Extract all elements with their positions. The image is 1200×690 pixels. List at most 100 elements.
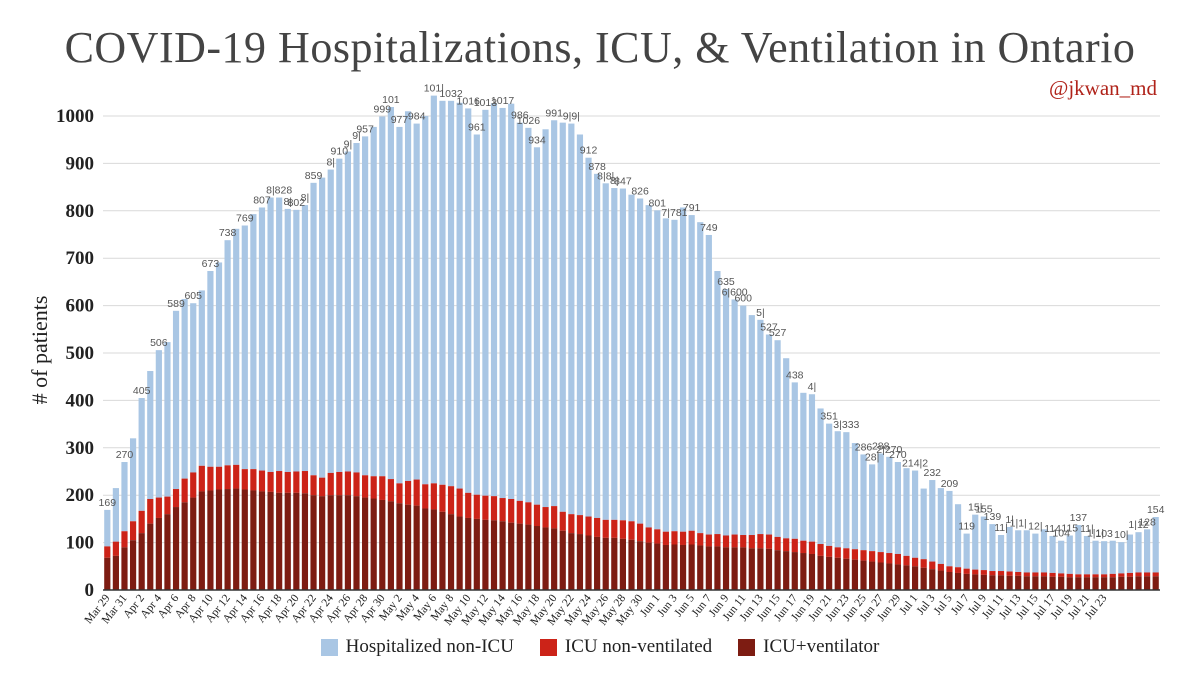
- bar-value-label: 1032: [439, 88, 463, 100]
- bar-icu-non-ventilated: [602, 519, 609, 538]
- bar-value-label: 9|: [352, 130, 361, 142]
- bar-hospitalized-non-icu: [508, 103, 515, 499]
- bar-hospitalized-non-icu: [722, 289, 730, 536]
- bar-hospitalized-non-icu: [104, 509, 111, 547]
- bar-hospitalized-non-icu: [851, 443, 859, 550]
- bar-icu-non-ventilated: [576, 515, 584, 535]
- bar-icu-non-ventilated: [869, 551, 876, 562]
- bar-icu-non-ventilated: [258, 470, 266, 492]
- y-tick-label: 100: [66, 533, 95, 554]
- bar-hospitalized-non-icu: [559, 122, 566, 512]
- bar-hospitalized-non-icu: [894, 462, 901, 554]
- bar-hospitalized-non-icu: [697, 222, 704, 534]
- bar-value-label: 878: [588, 161, 606, 173]
- bar-value-label: 11|: [994, 522, 1008, 534]
- bar-icu-ventilator: [284, 492, 291, 590]
- bar-icu-ventilator: [258, 491, 266, 590]
- bar-icu-ventilator: [946, 571, 953, 590]
- bar-icu-ventilator: [1144, 576, 1151, 590]
- y-tick-label: 300: [66, 438, 95, 459]
- bar-value-label: 288: [872, 440, 890, 452]
- bar-icu-ventilator: [628, 539, 635, 590]
- bar-icu-ventilator: [293, 492, 300, 590]
- bar-icu-non-ventilated: [1083, 574, 1091, 578]
- bar-icu-ventilator: [439, 511, 446, 590]
- bar-icu-non-ventilated: [903, 555, 910, 566]
- bar-hospitalized-non-icu: [834, 431, 841, 548]
- bar-icu-non-ventilated: [791, 538, 798, 553]
- bar-icu-non-ventilated: [362, 475, 369, 498]
- bar-icu-non-ventilated: [129, 521, 137, 541]
- bar-hospitalized-non-icu: [319, 177, 326, 478]
- bar-icu-non-ventilated: [533, 504, 541, 527]
- y-tick-label: 700: [66, 248, 95, 269]
- bar-icu-non-ventilated: [722, 535, 730, 548]
- bar-icu-ventilator: [129, 540, 137, 590]
- bar-icu-ventilator: [636, 541, 644, 590]
- bar-icu-non-ventilated: [327, 472, 334, 496]
- bar-hospitalized-non-icu: [671, 219, 678, 532]
- bar-hospitalized-non-icu: [1109, 540, 1116, 574]
- bar-value-label: 1|1|: [1087, 528, 1104, 540]
- bar-icu-ventilator: [1109, 577, 1116, 590]
- bar-value-label: 169: [99, 497, 117, 509]
- bar-hospitalized-non-icu: [121, 462, 128, 532]
- bar-icu-ventilator: [602, 537, 609, 590]
- bar-value-label: 8|: [326, 157, 335, 169]
- bar-icu-ventilator: [843, 558, 850, 590]
- bar-hospitalized-non-icu: [413, 123, 420, 480]
- bar-hospitalized-non-icu: [379, 116, 386, 477]
- bar-icu-ventilator: [164, 514, 171, 590]
- bar-icu-non-ventilated: [284, 471, 291, 493]
- bar-icu-ventilator: [172, 507, 180, 590]
- bar-value-label: 635: [717, 276, 735, 288]
- bar-hospitalized-non-icu: [396, 126, 403, 484]
- bar-value-label: 673: [202, 258, 220, 270]
- bar-hospitalized-non-icu: [765, 334, 773, 535]
- bar-icu-non-ventilated: [164, 496, 171, 515]
- bar-hospitalized-non-icu: [1135, 532, 1142, 573]
- bar-icu-non-ventilated: [774, 536, 781, 551]
- bar-icu-ventilator: [276, 492, 283, 590]
- bar-hospitalized-non-icu: [353, 143, 360, 473]
- y-tick-label: 900: [66, 153, 95, 174]
- bar-icu-non-ventilated: [344, 471, 352, 496]
- bar-icu-ventilator: [112, 555, 119, 590]
- bar-icu-non-ventilated: [800, 540, 807, 554]
- bar-hospitalized-non-icu: [877, 453, 884, 553]
- bar-icu-non-ventilated: [181, 478, 188, 503]
- bar-hospitalized-non-icu: [1006, 526, 1013, 572]
- bar-hospitalized-non-icu: [1075, 525, 1082, 575]
- bar-value-label: 1|1|: [1010, 517, 1027, 529]
- bar-icu-ventilator: [654, 543, 661, 590]
- bar-value-label: 214|2: [902, 458, 928, 470]
- y-axis-label: # of patients: [27, 296, 52, 405]
- bar-icu-non-ventilated: [1032, 572, 1039, 577]
- bar-value-label: 859: [305, 170, 323, 182]
- bar-hospitalized-non-icu: [1049, 535, 1056, 573]
- bar-hospitalized-non-icu: [542, 129, 549, 508]
- bar-value-label: 912: [580, 145, 598, 157]
- bar-value-label: 999: [374, 103, 392, 115]
- bar-hospitalized-non-icu: [1083, 535, 1091, 575]
- bar-hospitalized-non-icu: [490, 103, 498, 497]
- bar-icu-ventilator: [662, 544, 669, 590]
- bar-icu-non-ventilated: [387, 479, 394, 502]
- bar-value-label: 961: [468, 121, 486, 133]
- bar-value-label: 270: [116, 449, 134, 461]
- bar-icu-non-ventilated: [241, 469, 248, 490]
- data-labels: 1692704055065896056737387698078|8288|802…: [99, 83, 1165, 542]
- bar-hospitalized-non-icu: [276, 197, 283, 472]
- bar-icu-ventilator: [585, 535, 592, 590]
- bar-icu-non-ventilated: [636, 523, 644, 542]
- bar-hospitalized-non-icu: [1040, 529, 1048, 573]
- bar-hospitalized-non-icu: [954, 504, 962, 568]
- bar-value-label: 605: [184, 290, 202, 302]
- bar-icu-ventilator: [542, 527, 549, 590]
- bar-icu-non-ventilated: [138, 510, 145, 534]
- bar-icu-ventilator: [834, 557, 841, 590]
- bar-value-label: 977: [391, 114, 409, 126]
- legend-swatch-icu-ventilator: [738, 638, 756, 656]
- bar-icu-non-ventilated: [877, 552, 884, 563]
- bar-hospitalized-non-icu: [903, 468, 910, 556]
